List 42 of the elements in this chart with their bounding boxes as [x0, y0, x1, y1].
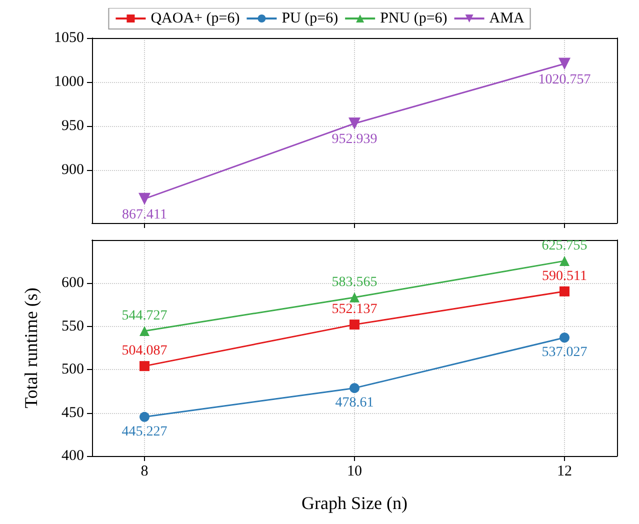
y-tick-label: 450: [62, 404, 84, 421]
legend-label: PU (p=6): [282, 10, 338, 26]
y-tick-label: 900: [62, 162, 84, 178]
y-axis-title: Total runtime (s): [21, 288, 41, 408]
point: [138, 192, 150, 205]
point: [560, 332, 570, 343]
data-label: 625.755: [542, 238, 588, 254]
y-tick-label: 500: [62, 362, 84, 378]
point: [140, 412, 150, 422]
point: [560, 286, 570, 296]
x-tick-label: 8: [140, 464, 148, 480]
point: [350, 320, 360, 330]
data-label: 552.137: [332, 302, 378, 318]
data-label: 544.727: [122, 308, 168, 324]
legend-label: PNU (p=6): [380, 10, 448, 26]
data-label: 952.939: [332, 132, 378, 148]
x-tick-label: 12: [557, 464, 572, 480]
data-label: 583.565: [332, 274, 378, 290]
point: [350, 383, 360, 394]
point: [558, 58, 570, 70]
data-label: 590.511: [542, 268, 587, 284]
legend-label: AMA: [489, 10, 524, 26]
y-tick-label: 950: [62, 118, 84, 134]
point: [348, 118, 360, 130]
y-tick-label: 1000: [54, 74, 84, 90]
y-tick-label: 600: [62, 275, 84, 292]
point: [140, 326, 150, 336]
x-tick-label: 10: [347, 464, 362, 480]
data-label: 537.027: [542, 345, 588, 360]
point: [560, 256, 570, 266]
y-tick-label: 1050: [54, 30, 84, 46]
data-label: 1020.757: [538, 72, 591, 88]
data-label: 445.227: [122, 424, 168, 440]
y-tick-label: 400: [62, 448, 84, 464]
legend-label: QAOA+ (p=6): [150, 10, 240, 26]
y-tick-label: 550: [62, 318, 84, 334]
point: [140, 361, 150, 372]
point: [350, 292, 360, 302]
data-label: 867.411: [122, 207, 167, 222]
data-label: 504.087: [122, 344, 168, 359]
data-label: 478.61: [335, 396, 374, 411]
x-axis-title: Graph Size (n): [302, 493, 408, 513]
